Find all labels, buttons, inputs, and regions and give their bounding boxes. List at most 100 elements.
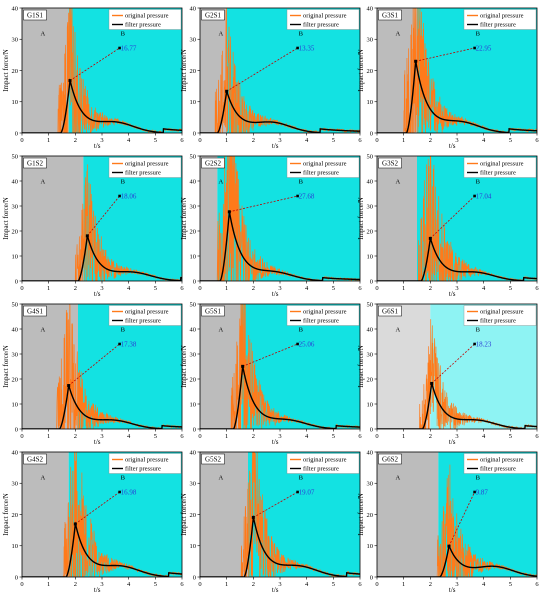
- y-tick-label: 20: [367, 228, 374, 235]
- y-tick-label: 20: [12, 68, 19, 75]
- x-tick-label: 4: [482, 581, 486, 588]
- peak-callout-line: [68, 343, 120, 386]
- x-tick-label: 1: [402, 581, 405, 588]
- plot-area: [200, 304, 360, 429]
- callout-end-marker: [118, 490, 121, 494]
- region-a-label: A: [395, 327, 400, 334]
- panel-g6s1: 18.23 A B 0 1 2 3 4 5 6 0 10 20 30 40 50 t/s Impact force…: [357, 301, 539, 446]
- y-tick-label: 40: [190, 178, 197, 185]
- y-tick-label: 40: [190, 5, 197, 12]
- x-tick-label: 1: [47, 581, 50, 588]
- x-tick-label: 5: [332, 137, 335, 144]
- region-b-label: B: [121, 179, 126, 186]
- x-tick-label: 1: [47, 137, 50, 144]
- peak-callout-line: [87, 195, 120, 237]
- x-tick-label: 4: [482, 285, 486, 292]
- callout-end-marker: [473, 46, 476, 50]
- plot-area: [22, 8, 182, 133]
- region-b-label: B: [476, 179, 481, 186]
- x-tick-label: 5: [154, 285, 157, 292]
- peak-value-label: 27.68: [299, 193, 315, 201]
- y-tick-label: 0: [370, 574, 373, 581]
- y-tick-label: 10: [367, 253, 374, 260]
- legend-box: [463, 305, 537, 326]
- y-tick-label: 40: [190, 326, 197, 333]
- filter-pressure-line: [22, 78, 182, 133]
- region-a-bg: [22, 156, 84, 281]
- x-tick-label: 1: [225, 285, 228, 292]
- panel-name-box: [378, 9, 402, 21]
- panel-g2s2: 27.68 A B 0 1 2 3 4 5 6 0 10 20 30 40 50 t/s Impact force…: [180, 153, 362, 298]
- peak-value-label: 18.06: [121, 193, 137, 201]
- original-pressure-line: [200, 304, 360, 429]
- filter-pressure-line: [200, 515, 360, 577]
- x-axis-label: t/s: [272, 586, 279, 594]
- x-tick-label: 6: [535, 433, 539, 440]
- x-tick-label: 3: [278, 581, 281, 588]
- filter-pressure-line: [377, 60, 537, 133]
- peak-value-label: 16.98: [121, 489, 137, 497]
- legend-box: [108, 9, 182, 30]
- callout-end-marker: [118, 342, 121, 346]
- y-tick-label: 50: [12, 153, 19, 160]
- callout-end-marker: [118, 46, 121, 50]
- x-tick-label: 5: [154, 581, 157, 588]
- x-tick-label: 5: [509, 137, 512, 144]
- y-tick-label: 50: [190, 301, 197, 308]
- legend-original-label: original pressure: [303, 161, 347, 168]
- y-tick-label: 40: [367, 5, 374, 12]
- peak-marker: [430, 381, 434, 385]
- y-tick-label: 0: [193, 130, 196, 137]
- peak-callout-line: [253, 491, 298, 518]
- peak-value-label: 22.95: [476, 45, 492, 53]
- x-tick-label: 2: [429, 581, 432, 588]
- x-axis-label: t/s: [94, 142, 101, 150]
- x-tick-label: 3: [455, 433, 458, 440]
- x-tick-label: 2: [74, 137, 77, 144]
- x-tick-label: 2: [252, 581, 255, 588]
- legend-original-label: original pressure: [125, 309, 169, 316]
- legend-filter-label: filter pressure: [480, 170, 516, 177]
- panel-name-box: [378, 453, 402, 465]
- y-tick-label: 20: [12, 228, 19, 235]
- x-axis-label: t/s: [94, 438, 101, 446]
- peak-callout-line: [229, 195, 298, 213]
- callout-end-marker: [473, 342, 476, 346]
- y-axis-label: Impact force/N: [357, 493, 365, 536]
- y-tick-label: 30: [190, 203, 197, 210]
- legend-box: [108, 305, 182, 326]
- y-tick-label: 30: [190, 351, 197, 358]
- region-b-label: B: [121, 31, 126, 38]
- x-tick-label: 6: [180, 581, 184, 588]
- peak-marker: [428, 236, 432, 240]
- legend-box: [463, 9, 537, 30]
- panel-name: G5S1: [205, 308, 221, 316]
- filter-pressure-line: [377, 236, 537, 281]
- panel-name: G4S1: [27, 308, 43, 316]
- y-tick-label: 50: [12, 301, 19, 308]
- x-tick-label: 5: [509, 581, 512, 588]
- legend-original-label: original pressure: [125, 161, 169, 168]
- y-tick-label: 10: [190, 401, 197, 408]
- panel-name: G5S2: [205, 456, 221, 464]
- callout-end-marker: [118, 194, 121, 198]
- y-tick-label: 30: [12, 481, 19, 488]
- peak-callout-line: [448, 491, 475, 547]
- x-tick-label: 3: [100, 433, 103, 440]
- y-tick-label: 30: [367, 481, 374, 488]
- x-tick-label: 0: [375, 137, 378, 144]
- x-tick-label: 3: [455, 137, 458, 144]
- y-tick-label: 30: [367, 203, 374, 210]
- y-tick-label: 40: [12, 326, 19, 333]
- y-axis-label: Impact force/N: [357, 197, 365, 240]
- region-a-bg: [377, 304, 431, 429]
- x-tick-label: 4: [127, 285, 131, 292]
- y-tick-label: 20: [190, 512, 197, 519]
- panel-name: G2S2: [205, 160, 221, 168]
- peak-marker: [68, 79, 72, 83]
- panel-name: G1S2: [27, 160, 43, 168]
- x-axis-label: t/s: [272, 438, 279, 446]
- y-tick-label: 30: [190, 37, 197, 44]
- y-tick-label: 30: [12, 37, 19, 44]
- plot-area: [377, 156, 537, 281]
